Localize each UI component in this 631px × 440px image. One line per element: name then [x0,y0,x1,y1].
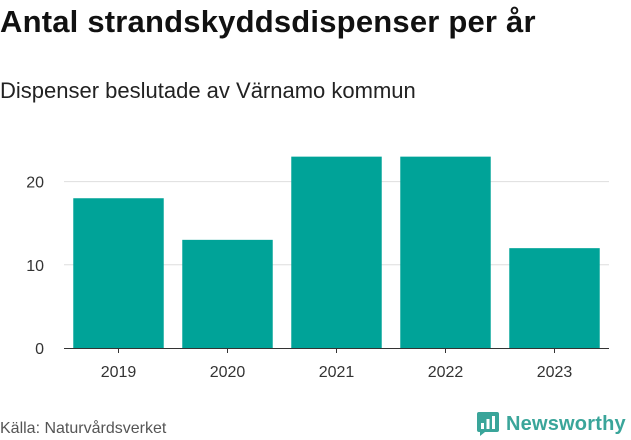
x-tick-label: 2020 [210,364,246,381]
y-tick-label: 10 [26,258,44,275]
bar-chart-speech-bubble-icon [477,412,499,436]
x-tick-label: 2023 [537,364,573,381]
bar-2023 [509,248,600,348]
y-tick-label: 20 [26,175,44,192]
bar-2021 [291,156,382,348]
brand-name: Newsworthy [506,412,626,435]
bar-2020 [182,239,273,348]
y-tick-label: 0 [35,341,44,358]
bar-2022 [400,156,491,348]
x-tick-label: 2021 [319,364,355,381]
chart-subtitle: Dispenser beslutade av Värnamo kommun [0,78,416,103]
chart-title: Antal strandskyddsdispenser per år [0,4,536,39]
source-note: Källa: Naturvårdsverket [0,420,167,437]
x-tick-label: 2022 [428,364,464,381]
bar-2019 [73,198,164,348]
x-tick-label: 2019 [101,364,137,381]
brand-logo: Newsworthy [476,408,626,440]
